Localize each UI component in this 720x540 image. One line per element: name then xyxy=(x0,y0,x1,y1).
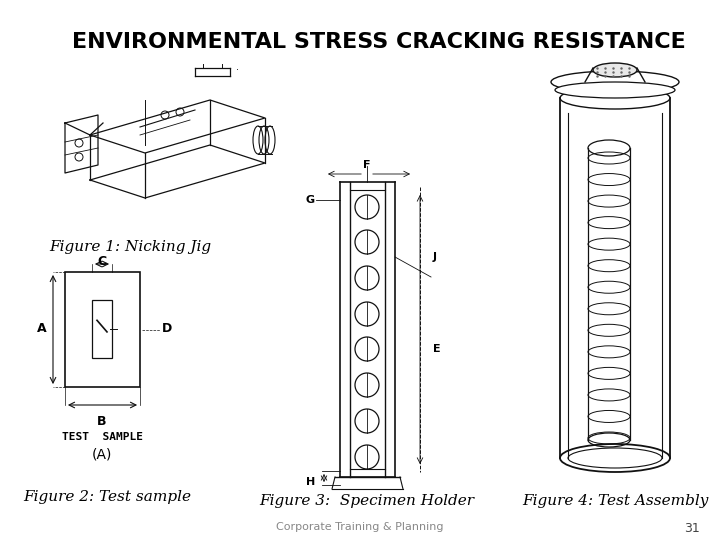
Text: (A): (A) xyxy=(92,447,112,461)
Text: .: . xyxy=(236,62,239,72)
Ellipse shape xyxy=(593,63,637,77)
Text: F: F xyxy=(364,160,371,170)
Text: Corporate Training & Planning: Corporate Training & Planning xyxy=(276,522,444,532)
Bar xyxy=(92,300,112,358)
Text: E: E xyxy=(433,344,441,354)
Ellipse shape xyxy=(551,71,679,93)
Text: Figure 4: Test Assembly: Figure 4: Test Assembly xyxy=(522,494,708,508)
Text: 31: 31 xyxy=(684,522,700,535)
Bar xyxy=(65,272,140,387)
Text: Figure 1: Nicking Jig: Figure 1: Nicking Jig xyxy=(49,240,211,254)
Text: G: G xyxy=(306,195,315,205)
Ellipse shape xyxy=(555,82,675,98)
Text: D: D xyxy=(162,322,172,335)
Text: C: C xyxy=(97,255,107,268)
Text: ENVIRONMENTAL STRESS CRACKING RESISTANCE: ENVIRONMENTAL STRESS CRACKING RESISTANCE xyxy=(72,32,685,52)
Text: Figure 2: Test sample: Figure 2: Test sample xyxy=(23,490,191,504)
Text: B: B xyxy=(97,415,107,428)
Text: Figure 3:  Specimen Holder: Figure 3: Specimen Holder xyxy=(259,494,474,508)
Text: TEST  SAMPLE: TEST SAMPLE xyxy=(61,432,143,442)
Text: A: A xyxy=(37,322,47,335)
Text: J: J xyxy=(433,252,437,262)
Text: H: H xyxy=(306,477,315,487)
